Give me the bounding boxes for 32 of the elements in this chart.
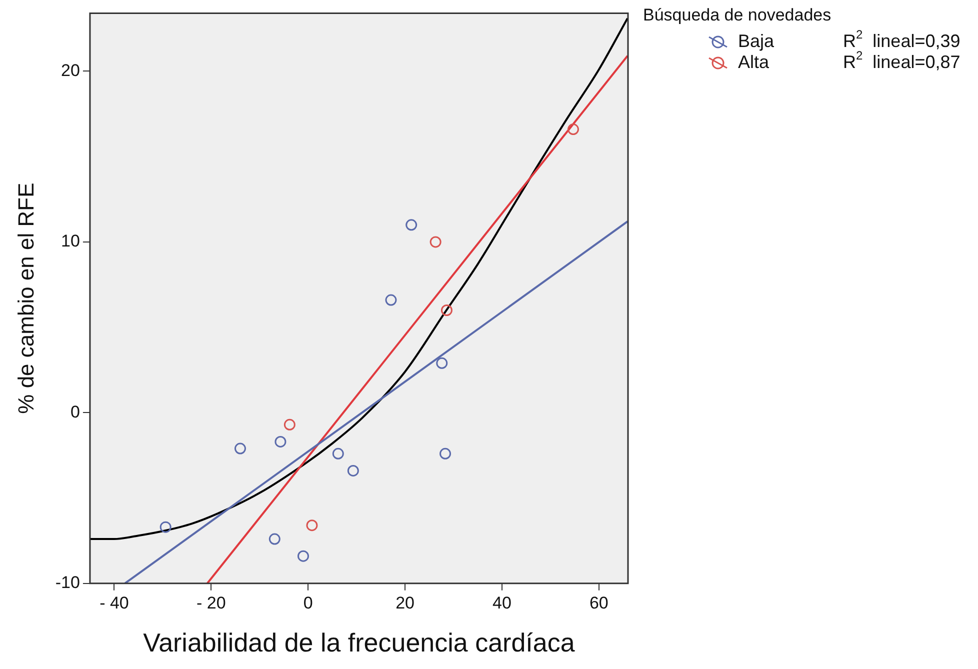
point bbox=[297, 550, 309, 562]
y-tick-label: -10 bbox=[55, 573, 80, 592]
legend-label: Baja bbox=[738, 30, 776, 51]
line-series bbox=[90, 17, 628, 540]
point bbox=[436, 357, 448, 369]
x-tick-label: 0 bbox=[303, 593, 313, 612]
x-tick-label: - 40 bbox=[100, 593, 129, 612]
x-tick-label: 40 bbox=[492, 593, 512, 612]
x-tick-label: 60 bbox=[589, 593, 608, 612]
y-tick-label: 0 bbox=[70, 402, 80, 422]
point bbox=[274, 436, 286, 448]
y-axis-title: % de cambio en el RFE bbox=[13, 182, 38, 414]
point bbox=[332, 448, 344, 460]
legend-title: Búsqueda de novedades bbox=[643, 6, 832, 25]
point bbox=[268, 533, 280, 545]
point bbox=[234, 442, 246, 454]
point bbox=[567, 124, 579, 136]
point bbox=[306, 520, 318, 532]
point bbox=[284, 418, 296, 430]
legend-label: Alta bbox=[738, 52, 770, 72]
x-axis-title: Variabilidad de la frecuencia cardíaca bbox=[143, 628, 576, 658]
point bbox=[385, 294, 397, 306]
point bbox=[347, 464, 359, 476]
point bbox=[440, 304, 452, 316]
point bbox=[406, 219, 418, 231]
point bbox=[160, 521, 172, 533]
y-tick-label: 10 bbox=[61, 232, 80, 251]
point bbox=[430, 236, 442, 248]
point bbox=[440, 448, 452, 460]
y-tick-label: 20 bbox=[61, 60, 80, 80]
x-tick-label: - 20 bbox=[196, 593, 226, 612]
x-tick-label: 20 bbox=[396, 593, 414, 612]
